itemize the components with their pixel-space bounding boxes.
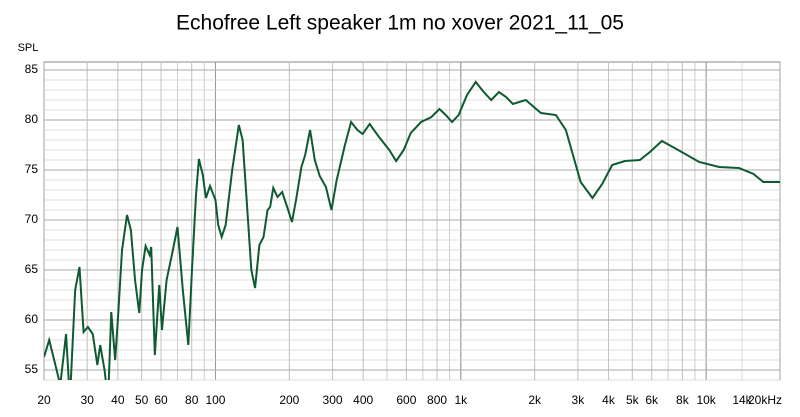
x-tick-label: 1k [454,393,468,407]
x-tick-label: 3k [572,393,586,407]
x-tick-label: 80 [185,393,199,407]
response-line [44,80,780,380]
y-tick-label: 70 [25,212,39,226]
plot-area [43,61,781,381]
x-tick-label: 6k [645,393,659,407]
x-tick-label: 400 [353,393,373,407]
x-tick-label: 10k [696,393,716,407]
y-tick-label: 60 [25,312,39,326]
x-tick-label: 100 [205,393,225,407]
y-tick-label: 80 [25,112,39,126]
y-tick-label: 75 [25,162,39,176]
y-axis-label: SPL [18,42,39,54]
x-tick-label: 14k [732,393,752,407]
x-tick-label: 800 [427,393,447,407]
x-tick-label: 200 [279,393,299,407]
y-tick-label: 85 [25,62,39,76]
x-tick-label: 600 [396,393,416,407]
x-tick-label: 4k [602,393,616,407]
x-tick-label: 50 [135,393,149,407]
x-tick-label: 60 [154,393,168,407]
x-tick-label: 5k [626,393,640,407]
x-tick-label: 300 [323,393,343,407]
x-tick-label: 30 [81,393,95,407]
y-tick-label: 65 [25,262,39,276]
x-tick-label: 2k [528,393,542,407]
x-tick-label: 40 [111,393,125,407]
y-tick-label: 55 [25,362,39,376]
x-tick-label: 20kHz [748,393,782,407]
x-tick-label: 8k [676,393,690,407]
x-tick-label: 20 [37,393,51,407]
grid [43,62,781,381]
chart-title: Echofree Left speaker 1m no xover 2021_1… [176,12,624,35]
